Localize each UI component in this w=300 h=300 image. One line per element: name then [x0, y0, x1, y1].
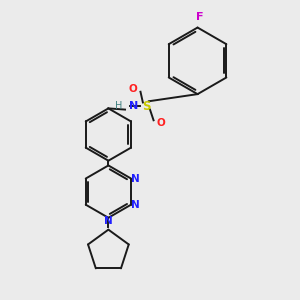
- Text: N: N: [131, 173, 140, 184]
- Text: O: O: [156, 118, 165, 128]
- Text: N: N: [131, 200, 140, 210]
- Text: H: H: [115, 101, 123, 111]
- Text: S: S: [142, 100, 151, 112]
- Text: N: N: [129, 101, 138, 111]
- Text: O: O: [129, 84, 138, 94]
- Text: F: F: [196, 12, 204, 22]
- Text: N: N: [104, 216, 113, 226]
